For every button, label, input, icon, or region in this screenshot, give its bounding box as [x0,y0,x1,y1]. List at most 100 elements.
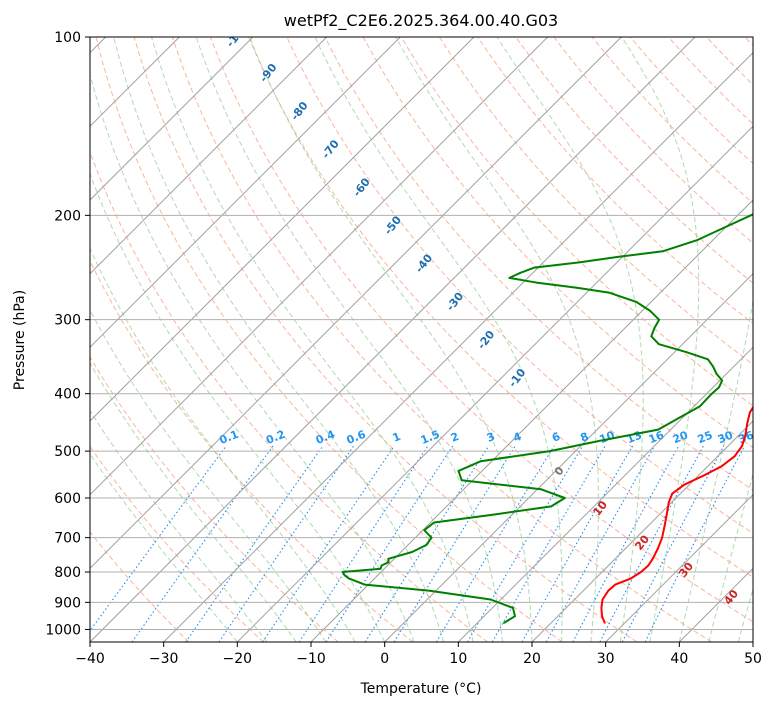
mixing-ratio-label: 20 [671,428,690,446]
isotherm-line [236,125,753,642]
dewpoint-point [715,372,718,375]
mixing-ratio-line [572,445,680,642]
y-tick-label: 500 [54,444,81,460]
moist-adiabat-line [621,37,700,642]
dewpoint-point [343,574,346,577]
dewpoint-point [658,318,660,321]
dewpoint-point [341,571,344,573]
isotherm-line [310,199,753,642]
dewpoint-point [661,250,664,253]
dewpoint-point [380,564,383,567]
mixing-ratio-line [298,445,429,642]
temperature-point [741,445,743,447]
dewpoint-point [347,577,350,580]
mixing-ratio-label: 3 [485,430,497,445]
dewpoint-point [750,214,752,217]
y-tick-label: 1000 [45,622,81,638]
moist-adiabat-label: -20 [475,328,498,352]
dry-adiabat-line [438,37,753,365]
dewpoint-point [563,497,566,499]
moist-adiabat-label: -60 [350,175,373,199]
dewpoint-point [503,622,505,624]
dewpoint-point [718,386,720,389]
moist-adiabat-label: -30 [444,290,467,314]
moist-adiabat-line [249,37,533,642]
temperature-point [665,513,668,516]
dry-adiabat-line [248,37,753,578]
dewpoint-point [710,392,713,395]
temperature-point [746,423,748,425]
temperature-point [630,577,632,580]
temperature-point [647,564,650,567]
moist-adiabat-label: 10 [590,498,610,518]
dewpoint-point [512,607,514,609]
isotherm-line [90,37,622,570]
x-tick-label: −40 [75,651,105,667]
x-tick-label: 10 [449,651,467,667]
mixing-ratio-label: 1 [391,430,403,445]
mixing-ratio-line [364,445,490,642]
temperature-point [651,557,654,560]
dewpoint-point [492,513,495,516]
isotherm-line [90,37,254,201]
moist-adiabat-line [195,37,503,642]
temperature-point [661,536,663,539]
temperature-point [614,583,617,586]
plot-frame [89,36,754,643]
mixing-ratio-label: 10 [598,428,617,446]
isotherm-line [384,272,753,642]
mixing-ratio-line [545,445,656,642]
moist-adiabat-line [90,72,415,642]
dry-adiabat-line [553,37,753,244]
dewpoint-point [658,343,660,346]
dewpoint-point [379,567,382,570]
isotherm-line [752,641,753,642]
moist-adiabat-line [90,172,386,642]
dewpoint-point [433,521,435,524]
temperature-point [601,598,604,601]
dewpoint-point [684,351,687,353]
x-tick-label: 40 [670,651,688,667]
dry-adiabat-line [400,37,753,407]
dry-adiabat-line [668,37,753,125]
dewpoint-point [387,557,390,560]
dewpoint-point [635,301,638,303]
isotherms-group [90,37,753,642]
dewpoint-point [707,358,709,361]
dry-adiabat-line [95,37,563,642]
moist-adiabat-label: -100 [224,20,251,50]
dewpoint-point [699,405,701,408]
mixing-ratio-line [599,445,704,642]
dry-adiabat-line [591,37,753,204]
mixing-ratio-line [218,445,355,642]
mixing-ratio-label: 4 [511,430,523,445]
temperature-point [768,386,770,388]
mixing-ratio-line [262,445,395,642]
dry-adiabat-line [90,355,339,642]
moist-adiabat-line [737,587,753,642]
dewpoint-point [425,544,428,546]
mixing-ratio-label: 30 [716,428,735,446]
dry-adiabat-line [706,37,753,86]
dewpoint-point [540,488,542,491]
x-tick-label: 0 [380,651,389,667]
dewpoint-point [514,615,516,618]
dewpoint-point [519,271,522,274]
temperature-point [667,501,670,504]
dewpoint-point [460,479,463,482]
mixing-ratio-line [491,445,606,642]
x-tick-label: 30 [597,651,615,667]
dry-adiabat-line [90,150,488,642]
isotherm-line [90,37,328,275]
plot-area: 0.1 0.2 0.4 0.6 1 1.5 2 3 4 6 8 10 13 16 20 25 30 36-100-… [90,20,770,642]
dry-adiabat-line [324,37,753,491]
isotherm-line [605,493,753,642]
dewpoint-point [696,239,699,241]
mixing-ratio-label: 0.4 [314,428,337,447]
mixing-ratio-label: 0.2 [264,428,287,447]
y-axis-label: Pressure (hPa) [12,290,28,390]
moist-adiabat-label: -40 [413,251,436,275]
y-tick-label: 100 [54,30,81,46]
dry-adiabat-line [90,531,190,642]
